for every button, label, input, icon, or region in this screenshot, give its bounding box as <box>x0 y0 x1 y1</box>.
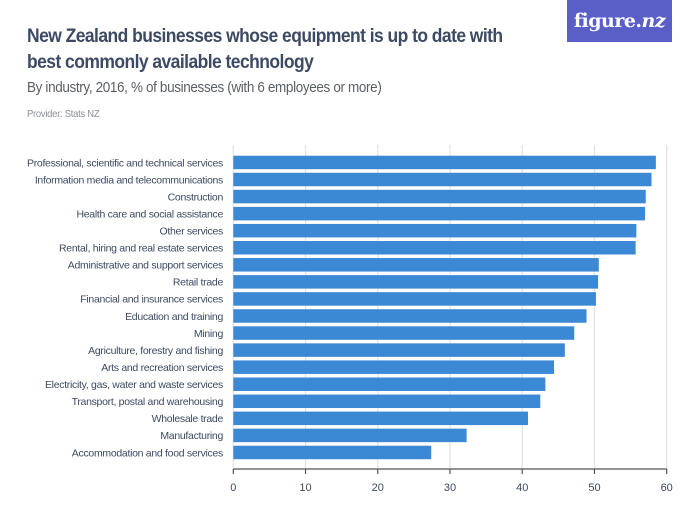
bar <box>233 445 432 460</box>
bars <box>233 155 656 460</box>
x-tick-label: 10 <box>299 482 311 494</box>
category-label: Agriculture, forestry and fishing <box>88 345 223 357</box>
bar <box>233 241 636 255</box>
chart-subtitle: By industry, 2016, % of businesses (with… <box>27 79 382 96</box>
bar <box>233 377 546 391</box>
category-label: Financial and insurance services <box>80 294 223 306</box>
bar <box>233 292 596 306</box>
bar <box>233 411 529 426</box>
category-label: Accommodation and food services <box>72 447 223 459</box>
logo-text: figure. <box>573 10 642 32</box>
x-axis: 0 10 20 30 40 50 60 <box>230 468 673 494</box>
category-label: Administrative and support services <box>68 260 223 272</box>
bar <box>233 360 555 374</box>
category-label: Retail trade <box>173 277 224 289</box>
bar <box>233 394 541 409</box>
bar <box>233 309 587 323</box>
category-label: Arts and recreation services <box>101 362 223 374</box>
category-label: Construction <box>168 191 224 203</box>
bar <box>233 206 646 221</box>
bar <box>233 428 467 443</box>
bar <box>233 172 652 187</box>
bar <box>233 275 599 289</box>
category-label: Health care and social assistance <box>76 208 223 220</box>
bar <box>233 155 656 170</box>
category-label: Manufacturing <box>160 430 223 442</box>
category-label: Electricity, gas, water and waste servic… <box>45 379 223 391</box>
x-tick-label: 50 <box>588 482 600 494</box>
bar <box>233 326 575 340</box>
logo-text-italic: nz <box>641 10 666 32</box>
bar <box>233 223 637 238</box>
category-label: Rental, hiring and real estate services <box>59 243 223 255</box>
x-tick-label: 40 <box>516 482 528 494</box>
bar <box>233 258 599 272</box>
category-label: Wholesale trade <box>152 413 224 425</box>
category-label: Education and training <box>125 311 223 323</box>
category-label: Other services <box>160 225 224 237</box>
category-labels: Professional, scientific and technical s… <box>27 157 224 459</box>
x-tick-label: 0 <box>230 482 236 494</box>
provider-credit: Provider: Stats NZ <box>27 108 100 120</box>
x-tick-label: 20 <box>372 482 384 494</box>
category-label: Professional, scientific and technical s… <box>27 157 223 169</box>
category-label: Transport, postal and warehousing <box>72 396 224 408</box>
category-label: Mining <box>194 328 224 340</box>
x-tick-label: 60 <box>661 482 673 494</box>
chart-title: New Zealand businesses whose equipment i… <box>27 26 503 73</box>
category-label: Information media and telecommunications <box>35 174 223 186</box>
bar <box>233 343 565 357</box>
bar <box>233 189 646 204</box>
figure-nz-logo[interactable]: figure. nz <box>567 0 672 42</box>
x-tick-label: 30 <box>444 482 456 494</box>
